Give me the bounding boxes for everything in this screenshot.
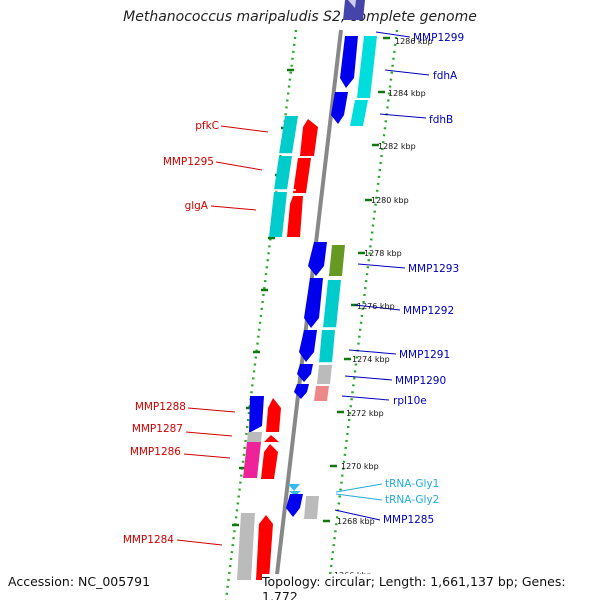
gene-label-mmp1288: MMP1288 (135, 401, 186, 413)
gene-trna (288, 484, 300, 491)
outer-ring-left (224, 29, 298, 600)
kbp-marker: 1282 kbp (378, 142, 416, 151)
gene-cog-block (269, 192, 287, 237)
gene-label-rpl10e: rpl10e (393, 395, 427, 407)
kbp-marker: 1268 kbp (337, 517, 375, 526)
kbp-marker: 1276 kbp (357, 302, 395, 311)
gene-cog-block (274, 156, 292, 190)
gene-arrow-reverse (261, 444, 278, 479)
gene-arrow-forward (249, 396, 264, 433)
gene-label-mmp1291: MMP1291 (399, 349, 450, 361)
gene-cog-block (247, 432, 262, 442)
gene-label-mmp1285: MMP1285 (383, 514, 434, 526)
gene-label-mmp1293: MMP1293 (408, 263, 459, 275)
trna-label-gly2: tRNA-Gly2 (385, 494, 439, 506)
gene-label-mmp1295: MMP1295 (163, 156, 214, 168)
map-title: Methanococcus maripaludis S2, complete g… (123, 9, 477, 25)
gene-cog-block (304, 496, 319, 519)
gene-label-mmp1292: MMP1292 (403, 305, 454, 317)
gene-label-fdhb: fdhB (429, 114, 453, 126)
gene-cog-block (323, 280, 341, 328)
leader-lines (176, 31, 430, 546)
gene-label-glga: glgA (185, 200, 209, 212)
gene-arrow-forward (299, 330, 317, 362)
trna-labels: tRNA-Gly1 tRNA-Gly2 (385, 478, 439, 506)
gene-cog-block (314, 386, 329, 401)
gene-label-mmp1287: MMP1287 (132, 423, 183, 435)
left-gene-labels: pfkC MMP1295 glgA MMP1288 MMP1287 MMP128… (123, 120, 219, 546)
topology-label: Topology: circular; Length: 1,661,137 bp… (262, 574, 600, 600)
gene-arrow-reverse (266, 398, 281, 432)
gene-arrow-forward (340, 36, 358, 88)
kbp-markers: 1286 kbp 1284 kbp 1282 kbp 1280 kbp 1278… (334, 37, 433, 580)
kbp-marker: 1286 kbp (395, 37, 433, 46)
gene-label-pfkc: pfkC (195, 120, 219, 132)
gene-label-fdha: fdhA (433, 70, 458, 82)
kbp-marker: 1272 kbp (346, 409, 384, 418)
gene-arrow-forward (297, 364, 313, 382)
trna-label-gly1: tRNA-Gly1 (385, 478, 439, 490)
kbp-marker: 1278 kbp (364, 249, 402, 258)
gene-cog-block (329, 245, 345, 276)
gene-arrow-reverse (287, 196, 303, 237)
gene-arrow-reverse (293, 158, 311, 193)
gene-arrow-forward (331, 92, 348, 124)
gene-cog-block (319, 330, 335, 363)
feature-separators (271, 153, 344, 364)
gene-arrow-reverse (300, 119, 318, 156)
gene-cog-block (237, 513, 255, 580)
gene-arrow-forward (286, 494, 303, 517)
kbp-marker: 1274 kbp (352, 355, 390, 364)
gene-arrow-reverse (256, 515, 273, 580)
gene-cog-block (243, 442, 261, 478)
gene-label-mmp1284: MMP1284 (123, 534, 174, 546)
gene-trna (289, 491, 301, 496)
gene-arrow-forward (304, 278, 323, 328)
gene-features (237, 0, 377, 600)
gene-cog-block (357, 36, 377, 98)
kbp-marker: 1270 kbp (341, 462, 379, 471)
outer-ring-right (325, 29, 399, 600)
gene-arrow-forward (294, 384, 309, 399)
right-gene-labels: MMP1299 fdhA fdhB MMP1293 MMP1292 MMP129… (383, 32, 464, 526)
gene-arrow-forward (308, 242, 327, 276)
gene-cog-block (317, 365, 332, 384)
gene-label-mmp1290: MMP1290 (395, 375, 446, 387)
kbp-marker: 1284 kbp (388, 89, 426, 98)
gene-label-mmp1286: MMP1286 (130, 446, 181, 458)
gene-arrow-reverse (264, 435, 279, 442)
gene-cog-block (350, 100, 368, 126)
gene-arrow-forward (343, 0, 365, 20)
gene-arrow-forward (348, 0, 356, 8)
gene-cog-block (279, 116, 298, 154)
accession-label: Accession: NC_005791 (8, 574, 151, 589)
kbp-marker: 1280 kbp (371, 196, 409, 205)
gene-label-mmp1299: MMP1299 (413, 32, 464, 44)
